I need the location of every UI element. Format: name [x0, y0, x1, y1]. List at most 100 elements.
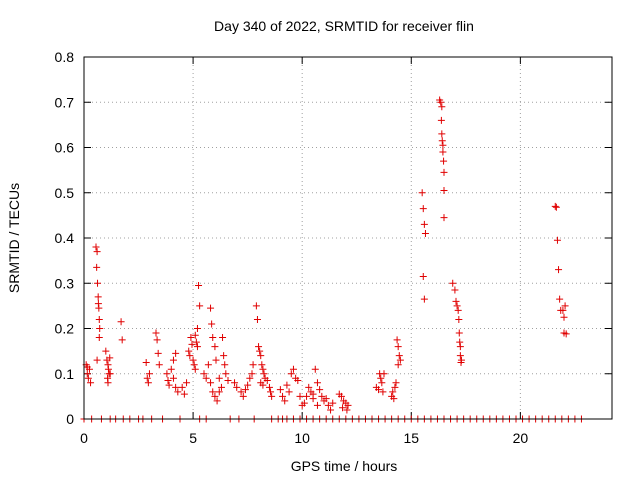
data-point — [322, 395, 330, 403]
data-point — [561, 302, 569, 310]
data-point — [195, 282, 203, 290]
data-point — [453, 302, 461, 310]
data-point — [553, 236, 561, 244]
data-point — [389, 388, 397, 396]
data-point — [379, 388, 387, 396]
data-point — [418, 189, 426, 197]
data-point — [144, 379, 152, 387]
data-point — [440, 168, 448, 176]
data-point — [244, 381, 252, 389]
data-point — [259, 381, 267, 389]
data-point — [390, 395, 398, 403]
data-point — [211, 392, 219, 400]
data-point — [337, 392, 345, 400]
data-point — [207, 304, 215, 312]
data-point — [165, 381, 173, 389]
data-point — [209, 334, 217, 342]
y-tick-label: 0.3 — [55, 275, 75, 291]
data-point — [393, 336, 401, 344]
data-point — [258, 361, 266, 369]
data-point — [93, 356, 101, 364]
data-point — [204, 361, 212, 369]
grid — [84, 57, 612, 419]
data-point — [296, 392, 304, 400]
data-point — [212, 356, 220, 364]
data-point — [93, 248, 101, 256]
data-point — [440, 214, 448, 222]
data-point — [281, 397, 289, 405]
data-point — [174, 388, 182, 396]
data-point — [94, 279, 102, 287]
data-point — [260, 370, 268, 378]
data-point — [311, 365, 319, 373]
data-point — [93, 263, 101, 271]
data-point — [420, 295, 428, 303]
data-point — [316, 386, 324, 394]
data-point — [215, 374, 223, 382]
data-point — [419, 272, 427, 280]
data-point — [172, 349, 180, 357]
data-point — [192, 338, 200, 346]
data-point — [83, 370, 91, 378]
data-point — [457, 356, 465, 364]
data-point — [395, 352, 403, 360]
data-point — [396, 356, 404, 364]
data-point — [207, 379, 215, 387]
data-point — [143, 374, 151, 382]
data-point — [145, 370, 153, 378]
data-point — [287, 370, 295, 378]
data-point — [324, 401, 332, 409]
data-point — [440, 186, 448, 194]
data-point — [106, 370, 114, 378]
data-point — [375, 386, 383, 394]
data-point — [253, 315, 261, 323]
plot-frame — [83, 56, 613, 420]
data-point — [438, 103, 446, 111]
data-point — [419, 205, 427, 213]
data-point — [237, 388, 245, 396]
data-point — [169, 374, 177, 382]
data-point — [289, 365, 297, 373]
data-point — [233, 383, 241, 391]
data-point — [118, 336, 126, 344]
data-point — [391, 383, 399, 391]
x-tick-label: 15 — [403, 430, 419, 446]
data-point — [196, 302, 204, 310]
data-point — [318, 392, 326, 400]
data-point — [189, 356, 197, 364]
data-point — [154, 349, 162, 357]
data-point — [186, 352, 194, 360]
data-point — [94, 293, 102, 301]
data-point — [178, 383, 186, 391]
data-point — [106, 354, 114, 362]
data-point — [95, 315, 103, 323]
data-point — [104, 379, 112, 387]
axis-ticks: 0 0.1 0.2 0.3 0.4 0.5 0.6 0.7 0.8 0 5 10 15 20 — [55, 49, 612, 446]
data-point — [241, 386, 249, 394]
data-point — [95, 334, 103, 342]
data-point — [267, 388, 275, 396]
data-point — [209, 388, 217, 396]
data-point — [255, 343, 263, 351]
data-point — [155, 361, 163, 369]
data-point — [344, 401, 352, 409]
y-tick-label: 0.5 — [55, 185, 75, 201]
data-point — [394, 343, 402, 351]
data-point — [193, 325, 201, 332]
data-point — [556, 295, 564, 303]
data-point — [343, 406, 351, 414]
data-point — [455, 315, 463, 323]
data-point — [437, 116, 445, 124]
data-point — [456, 352, 464, 360]
data-point — [454, 306, 462, 314]
x-tick-label: 20 — [513, 430, 529, 446]
data-point — [438, 137, 446, 145]
data-point — [555, 266, 563, 274]
data-point — [193, 343, 201, 351]
data-point — [551, 202, 559, 210]
data-point — [421, 229, 429, 237]
data-point — [265, 383, 273, 391]
data-point — [231, 379, 239, 387]
data-point — [95, 304, 103, 312]
data-point — [303, 392, 311, 400]
